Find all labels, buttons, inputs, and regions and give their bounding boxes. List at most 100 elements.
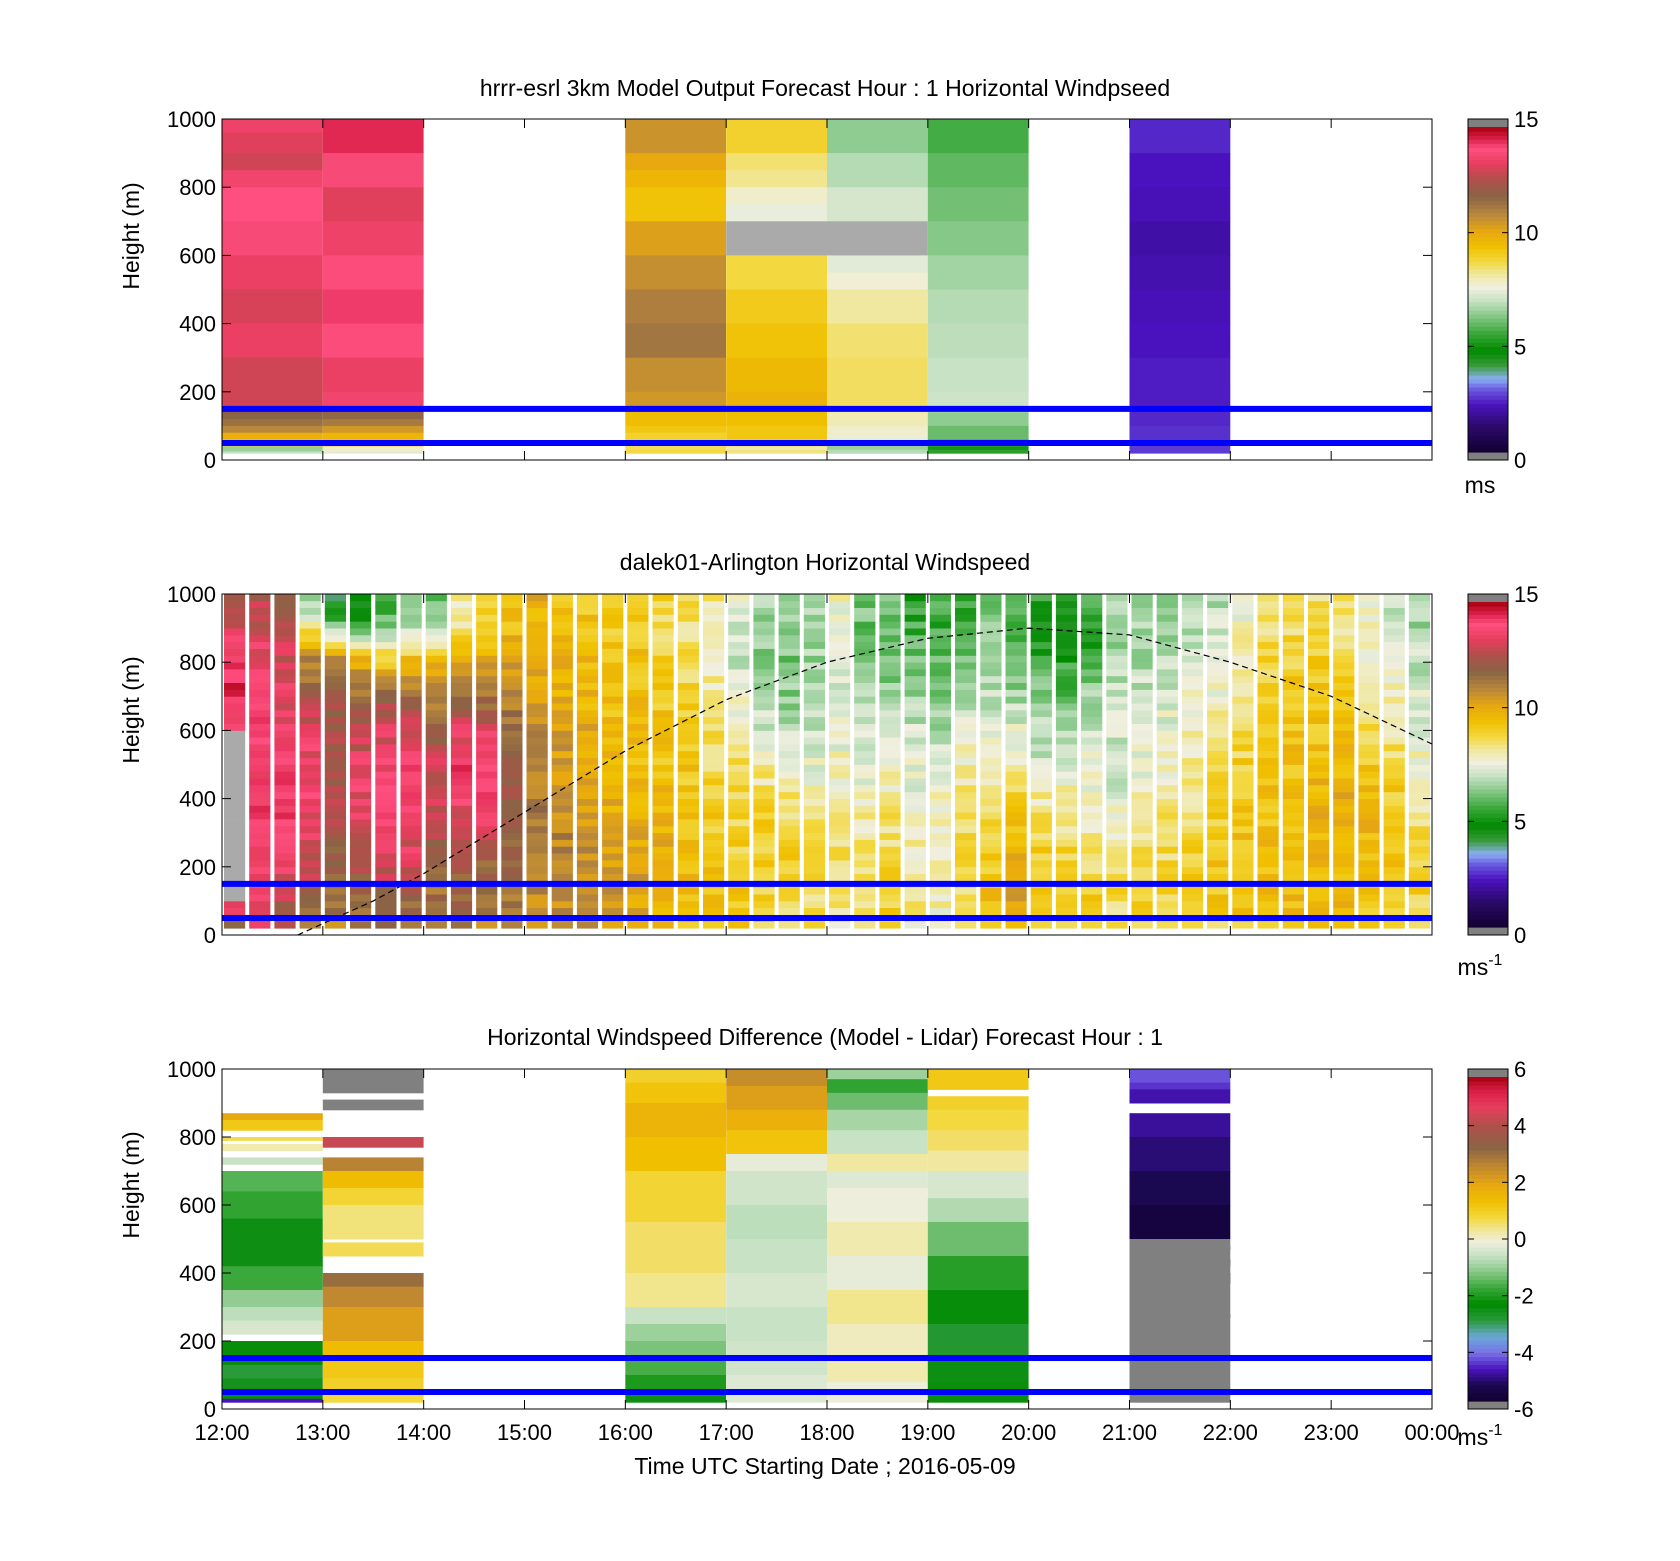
- heatmap-cell: [299, 621, 321, 629]
- heatmap-cell: [1181, 819, 1204, 827]
- heatmap-cell: [803, 696, 825, 704]
- heatmap-cell: [652, 798, 674, 806]
- heatmap-cell: [1282, 703, 1304, 711]
- heatmap-cell: [501, 771, 523, 779]
- colorbar-tick-label: 5: [1514, 809, 1526, 834]
- heatmap-cell: [1408, 839, 1430, 847]
- heatmap-cell: [827, 221, 928, 256]
- heatmap-cell: [728, 689, 750, 697]
- heatmap-cell: [1156, 744, 1178, 752]
- heatmap-cell: [551, 600, 573, 608]
- heatmap-cell: [904, 894, 926, 902]
- colorbar-segment: [1468, 699, 1508, 705]
- heatmap-cell: [627, 778, 649, 786]
- heatmap-cell: [400, 798, 422, 806]
- heatmap-cell: [879, 594, 901, 602]
- colorbar-segment: [1468, 614, 1508, 619]
- heatmap-cell: [274, 600, 296, 608]
- heatmap-cell: [652, 825, 674, 834]
- heatmap-cell: [778, 771, 800, 779]
- heatmap-cell: [526, 839, 548, 847]
- heatmap-cell: [400, 723, 422, 731]
- colorbar-segment: [1468, 1291, 1508, 1297]
- heatmap-cell: [980, 757, 1002, 765]
- heatmap-cell: [904, 900, 926, 909]
- heatmap-cell: [274, 921, 296, 929]
- heatmap-cell: [249, 887, 271, 895]
- heatmap-cell: [450, 785, 473, 793]
- heatmap-cell: [1232, 648, 1254, 656]
- heatmap-cell: [677, 703, 699, 711]
- heatmap-cell: [1081, 805, 1103, 813]
- heatmap-cell: [1181, 757, 1204, 765]
- heatmap-cell: [1106, 716, 1128, 724]
- heatmap-cell: [854, 716, 876, 724]
- heatmap-cell: [803, 750, 825, 759]
- colorbar-segment: [1468, 723, 1508, 729]
- heatmap-cell: [652, 791, 674, 799]
- heatmap-cell: [400, 716, 422, 724]
- heatmap-cell: [526, 907, 548, 915]
- heatmap-cell: [1232, 866, 1254, 874]
- heatmap-cell: [927, 1290, 1029, 1325]
- heatmap-cell: [450, 607, 473, 615]
- colorbar-segment: [1468, 155, 1508, 161]
- x-tick-label: 21:00: [1102, 1420, 1157, 1445]
- heatmap-cell: [324, 716, 346, 724]
- heatmap-cell: [1055, 757, 1078, 765]
- heatmap-cell: [602, 634, 624, 643]
- heatmap-cell: [1055, 785, 1078, 793]
- heatmap-cell: [476, 682, 498, 690]
- heatmap-cell: [1030, 771, 1052, 779]
- heatmap-cell: [904, 907, 926, 915]
- heatmap-cell: [929, 689, 951, 697]
- heatmap-cell: [879, 825, 901, 834]
- heatmap-cell: [222, 391, 323, 410]
- panel-difference: Horizontal Windspeed Difference (Model -…: [118, 1024, 1534, 1479]
- heatmap-cell: [1005, 839, 1027, 847]
- heatmap-cell: [1282, 682, 1304, 690]
- heatmap-cell: [1308, 873, 1330, 881]
- heatmap-cell: [1257, 785, 1279, 793]
- heatmap-cell: [1257, 716, 1279, 724]
- colorbar-segment: [1468, 618, 1508, 623]
- heatmap-cell: [1232, 757, 1254, 765]
- heatmap-cell: [1055, 607, 1078, 615]
- heatmap-cell: [677, 675, 699, 683]
- heatmap-cell: [929, 873, 951, 881]
- heatmap-cell: [703, 594, 725, 602]
- heatmap-cell: [728, 675, 750, 683]
- heatmap-cell: [501, 812, 523, 820]
- heatmap-cell: [728, 894, 750, 902]
- heatmap-cell: [1055, 894, 1078, 902]
- heatmap-cell: [222, 1113, 323, 1121]
- heatmap-cell: [1055, 709, 1078, 718]
- heatmap-cell: [1232, 907, 1254, 915]
- heatmap-cell: [450, 900, 473, 909]
- heatmap-cell: [602, 696, 624, 704]
- heatmap-cell: [652, 900, 674, 909]
- heatmap-cell: [576, 900, 599, 909]
- colorbar-segment: [1468, 131, 1508, 136]
- heatmap-cell: [602, 805, 624, 813]
- heatmap-cell: [1232, 839, 1254, 847]
- heatmap-cell: [829, 607, 851, 615]
- heatmap-cell: [602, 750, 624, 759]
- heatmap-cell: [1156, 812, 1178, 820]
- heatmap-cell: [652, 778, 674, 786]
- heatmap-cell: [375, 621, 397, 629]
- y-tick-label: 600: [179, 718, 216, 743]
- heatmap-cell: [677, 737, 699, 745]
- heatmap-cell: [1207, 614, 1229, 622]
- heatmap-cell: [602, 655, 624, 663]
- colorbar-segment: [1468, 228, 1508, 234]
- heatmap-cell: [854, 696, 876, 704]
- heatmap-cell: [1005, 764, 1027, 772]
- heatmap-cell: [425, 853, 447, 861]
- heatmap-cell: [576, 887, 599, 895]
- heatmap-cell: [1358, 641, 1380, 649]
- colorbar-segment: [1468, 805, 1508, 810]
- heatmap-cell: [677, 860, 699, 868]
- x-tick-label: 18:00: [799, 1420, 854, 1445]
- heatmap-cell: [1156, 757, 1178, 765]
